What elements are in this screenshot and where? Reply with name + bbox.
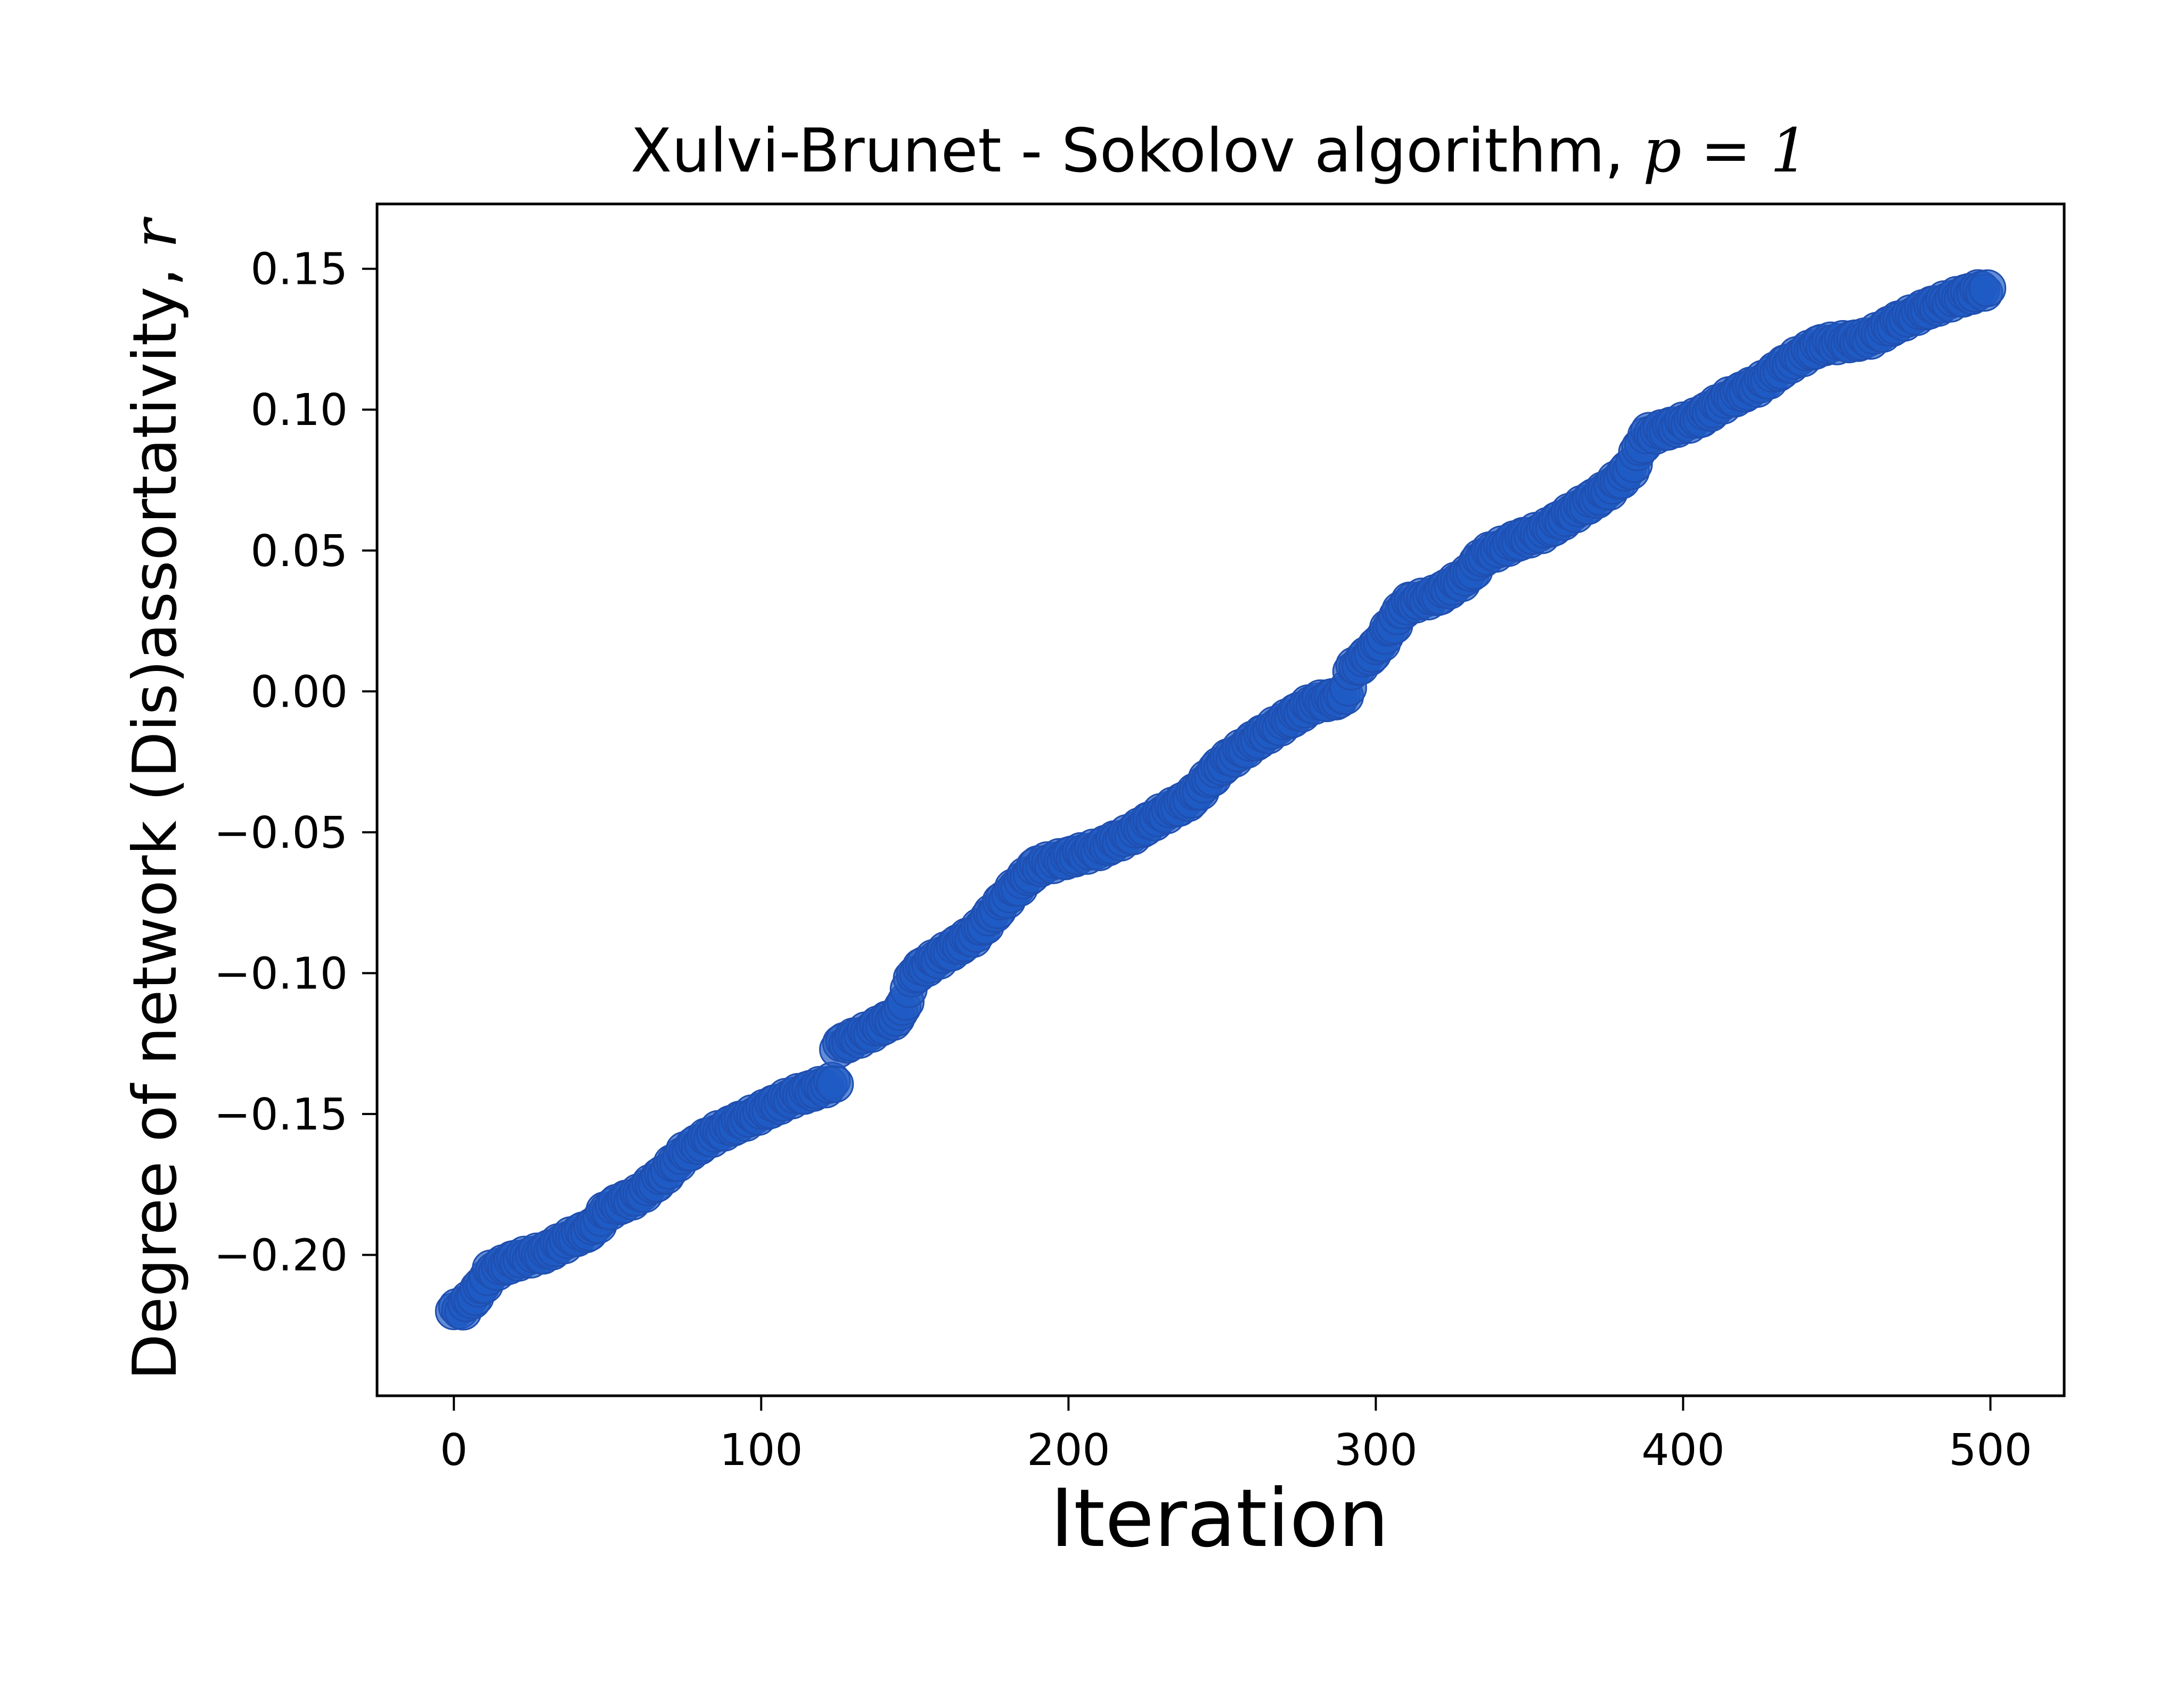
data-point (1968, 269, 2007, 307)
y-tick-label: 0.10 (250, 385, 348, 436)
x-tick-label: 100 (719, 1425, 803, 1476)
y-tick-label: −0.20 (214, 1230, 348, 1281)
y-axis-label: Degree of network (Dis)assortativity, r (120, 216, 190, 1380)
x-tick-label: 0 (440, 1425, 468, 1476)
x-axis-ticks: 0 100 200 300 400 500 (440, 1396, 2032, 1476)
x-tick-label: 300 (1334, 1425, 1418, 1476)
y-tick-label: 0.00 (250, 667, 348, 717)
data-point (816, 1065, 854, 1103)
x-tick-label: 200 (1027, 1425, 1110, 1476)
y-tick-label: 0.05 (250, 526, 348, 577)
ylabel-math: r (120, 216, 190, 248)
x-tick-label: 500 (1949, 1425, 2032, 1476)
y-tick-label: −0.15 (214, 1090, 348, 1140)
x-axis-label: Iteration (1050, 1472, 1389, 1565)
y-tick-label: 0.15 (250, 244, 348, 295)
y-axis-ticks: −0.20 −0.15 −0.10 −0.05 0.00 0.05 0.10 0.15 (214, 244, 377, 1281)
plot-area (435, 269, 2007, 1331)
y-tick-label: −0.10 (214, 948, 348, 999)
x-tick-label: 400 (1641, 1425, 1725, 1476)
y-tick-label: −0.05 (214, 808, 348, 858)
title-math: p = 1 (1643, 116, 1809, 186)
axes-frame (375, 202, 2066, 1397)
chart-title: Xulvi-Brunet - Sokolov algorithm, p = 1 (631, 116, 1809, 186)
